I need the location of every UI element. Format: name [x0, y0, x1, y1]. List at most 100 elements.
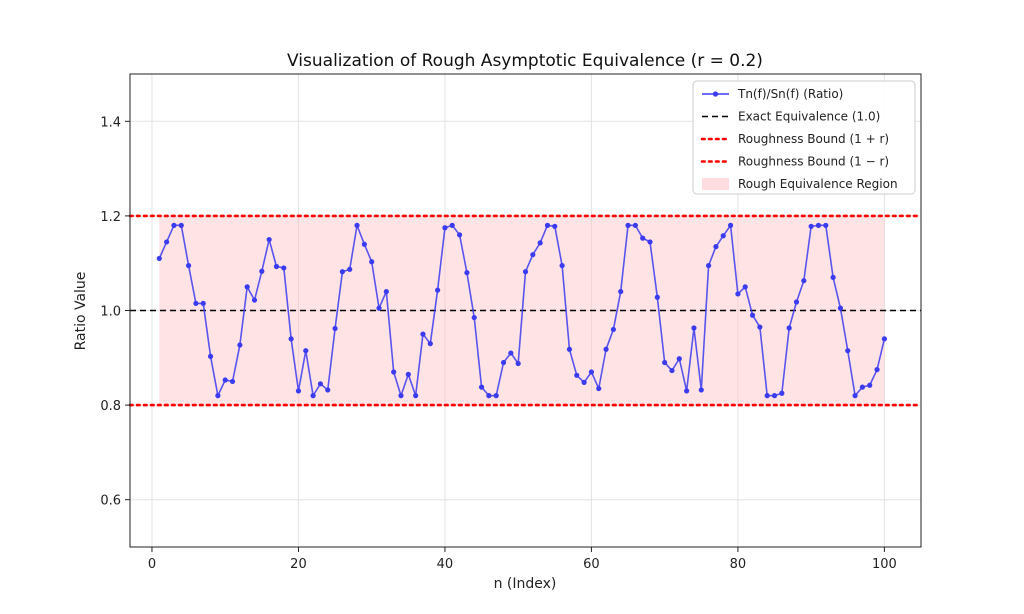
ratio-data-point — [603, 346, 609, 352]
ratio-data-point — [786, 325, 792, 331]
ratio-data-point — [369, 259, 375, 265]
ratio-data-point — [420, 331, 426, 337]
ratio-data-point — [537, 240, 543, 246]
ratio-data-point — [185, 262, 192, 269]
ratio-data-point — [566, 346, 573, 352]
ratio-data-point — [332, 325, 338, 332]
legend-swatch-ratio-marker — [712, 91, 719, 97]
y-tick-label: 1.4 — [100, 115, 121, 130]
y-axis-ticks: 0.6 0.8 1.0 1.2 1.4 — [100, 115, 130, 509]
ratio-data-point — [259, 268, 265, 274]
ratio-data-point — [676, 356, 682, 362]
legend-box — [692, 80, 916, 195]
legend-label: Rough Equivalence Region — [738, 177, 898, 191]
legend-label: Roughness Bound (1 + r) — [738, 132, 889, 146]
ratio-data-point — [413, 393, 419, 399]
ratio-data-point — [852, 393, 858, 399]
x-axis-ticks: 0 20 40 60 80 100 — [148, 547, 897, 572]
x-tick-label: 20 — [290, 557, 307, 572]
ratio-data-point — [303, 348, 309, 354]
ratio-data-point — [706, 262, 712, 269]
ratio-data-point — [347, 266, 353, 272]
ratio-data-point — [713, 244, 719, 250]
ratio-data-point — [618, 288, 624, 295]
ratio-data-point — [632, 222, 638, 228]
ratio-data-point — [837, 305, 844, 311]
ratio-data-point — [193, 300, 199, 307]
ratio-data-point — [464, 270, 470, 276]
ratio-data-point — [808, 223, 814, 229]
ratio-data-point — [178, 222, 184, 228]
ratio-data-point — [801, 278, 807, 284]
ratio-data-point — [874, 367, 880, 373]
ratio-data-point — [588, 369, 595, 375]
ratio-data-point — [559, 262, 565, 269]
ratio-data-point — [859, 384, 866, 390]
x-tick-label: 40 — [437, 557, 454, 572]
x-tick-label: 100 — [872, 557, 897, 572]
y-tick-label: 0.6 — [100, 494, 121, 509]
legend: Tn(f)/Sn(f) (Ratio) Exact Equivalence (1.… — [692, 80, 916, 195]
ratio-data-point — [610, 326, 616, 333]
ratio-data-point — [251, 297, 258, 303]
ratio-data-point — [237, 342, 243, 348]
ratio-data-point — [164, 239, 170, 245]
ratio-data-point — [427, 341, 433, 347]
ratio-data-point — [456, 232, 463, 238]
ratio-data-point — [288, 336, 294, 342]
ratio-data-point — [244, 284, 250, 290]
y-tick-label: 1.0 — [100, 305, 121, 320]
ratio-data-point — [515, 360, 521, 367]
ratio-data-point — [391, 369, 397, 375]
ratio-data-point — [867, 382, 873, 388]
y-axis-title: Ratio Value — [73, 272, 89, 351]
ratio-data-point — [698, 387, 704, 393]
ratio-data-point — [749, 312, 756, 318]
ratio-data-point — [471, 314, 477, 321]
chart-title: Visualization of Rough Asymptotic Equiva… — [287, 51, 763, 71]
ratio-data-point — [757, 324, 763, 330]
ratio-data-point — [779, 390, 785, 396]
ratio-data-point — [596, 385, 602, 392]
ratio-data-point — [200, 300, 206, 307]
ratio-data-point — [647, 239, 653, 245]
y-tick-label: 1.2 — [100, 210, 121, 225]
ratio-data-point — [310, 393, 316, 399]
ratio-data-point — [171, 222, 177, 228]
ratio-data-point — [581, 379, 587, 385]
ratio-data-point — [500, 359, 507, 366]
ratio-data-point — [478, 384, 485, 390]
ratio-data-point — [376, 305, 382, 311]
ratio-data-point — [522, 269, 529, 275]
ratio-data-point — [405, 371, 411, 377]
ratio-data-point — [881, 336, 887, 342]
ratio-data-point — [640, 235, 646, 241]
ratio-data-point — [735, 291, 741, 297]
ratio-data-point — [449, 222, 455, 228]
ratio-data-point — [845, 348, 851, 354]
legend-swatch-region — [702, 178, 729, 190]
ratio-data-point — [544, 222, 551, 228]
ratio-data-point — [383, 288, 389, 295]
ratio-data-point — [215, 393, 221, 399]
ratio-data-point — [823, 222, 829, 228]
ratio-data-point — [691, 325, 697, 331]
ratio-data-point — [398, 393, 404, 399]
ratio-data-point — [830, 274, 836, 280]
ratio-data-point — [727, 222, 734, 228]
ratio-data-point — [552, 223, 558, 229]
ratio-data-point — [684, 388, 690, 394]
ratio-data-point — [508, 350, 514, 356]
reference-lines — [128, 214, 923, 407]
x-tick-label: 80 — [730, 557, 747, 572]
ratio-data-point — [574, 372, 580, 378]
ratio-data-point — [273, 263, 280, 270]
legend-label: Exact Equivalence (1.0) — [738, 110, 880, 124]
ratio-data-point — [281, 265, 287, 271]
ratio-data-point — [361, 241, 367, 247]
ratio-data-point — [229, 378, 236, 385]
ratio-data-point — [266, 236, 272, 243]
ratio-data-point — [435, 287, 441, 293]
ratio-data-point — [530, 252, 536, 258]
